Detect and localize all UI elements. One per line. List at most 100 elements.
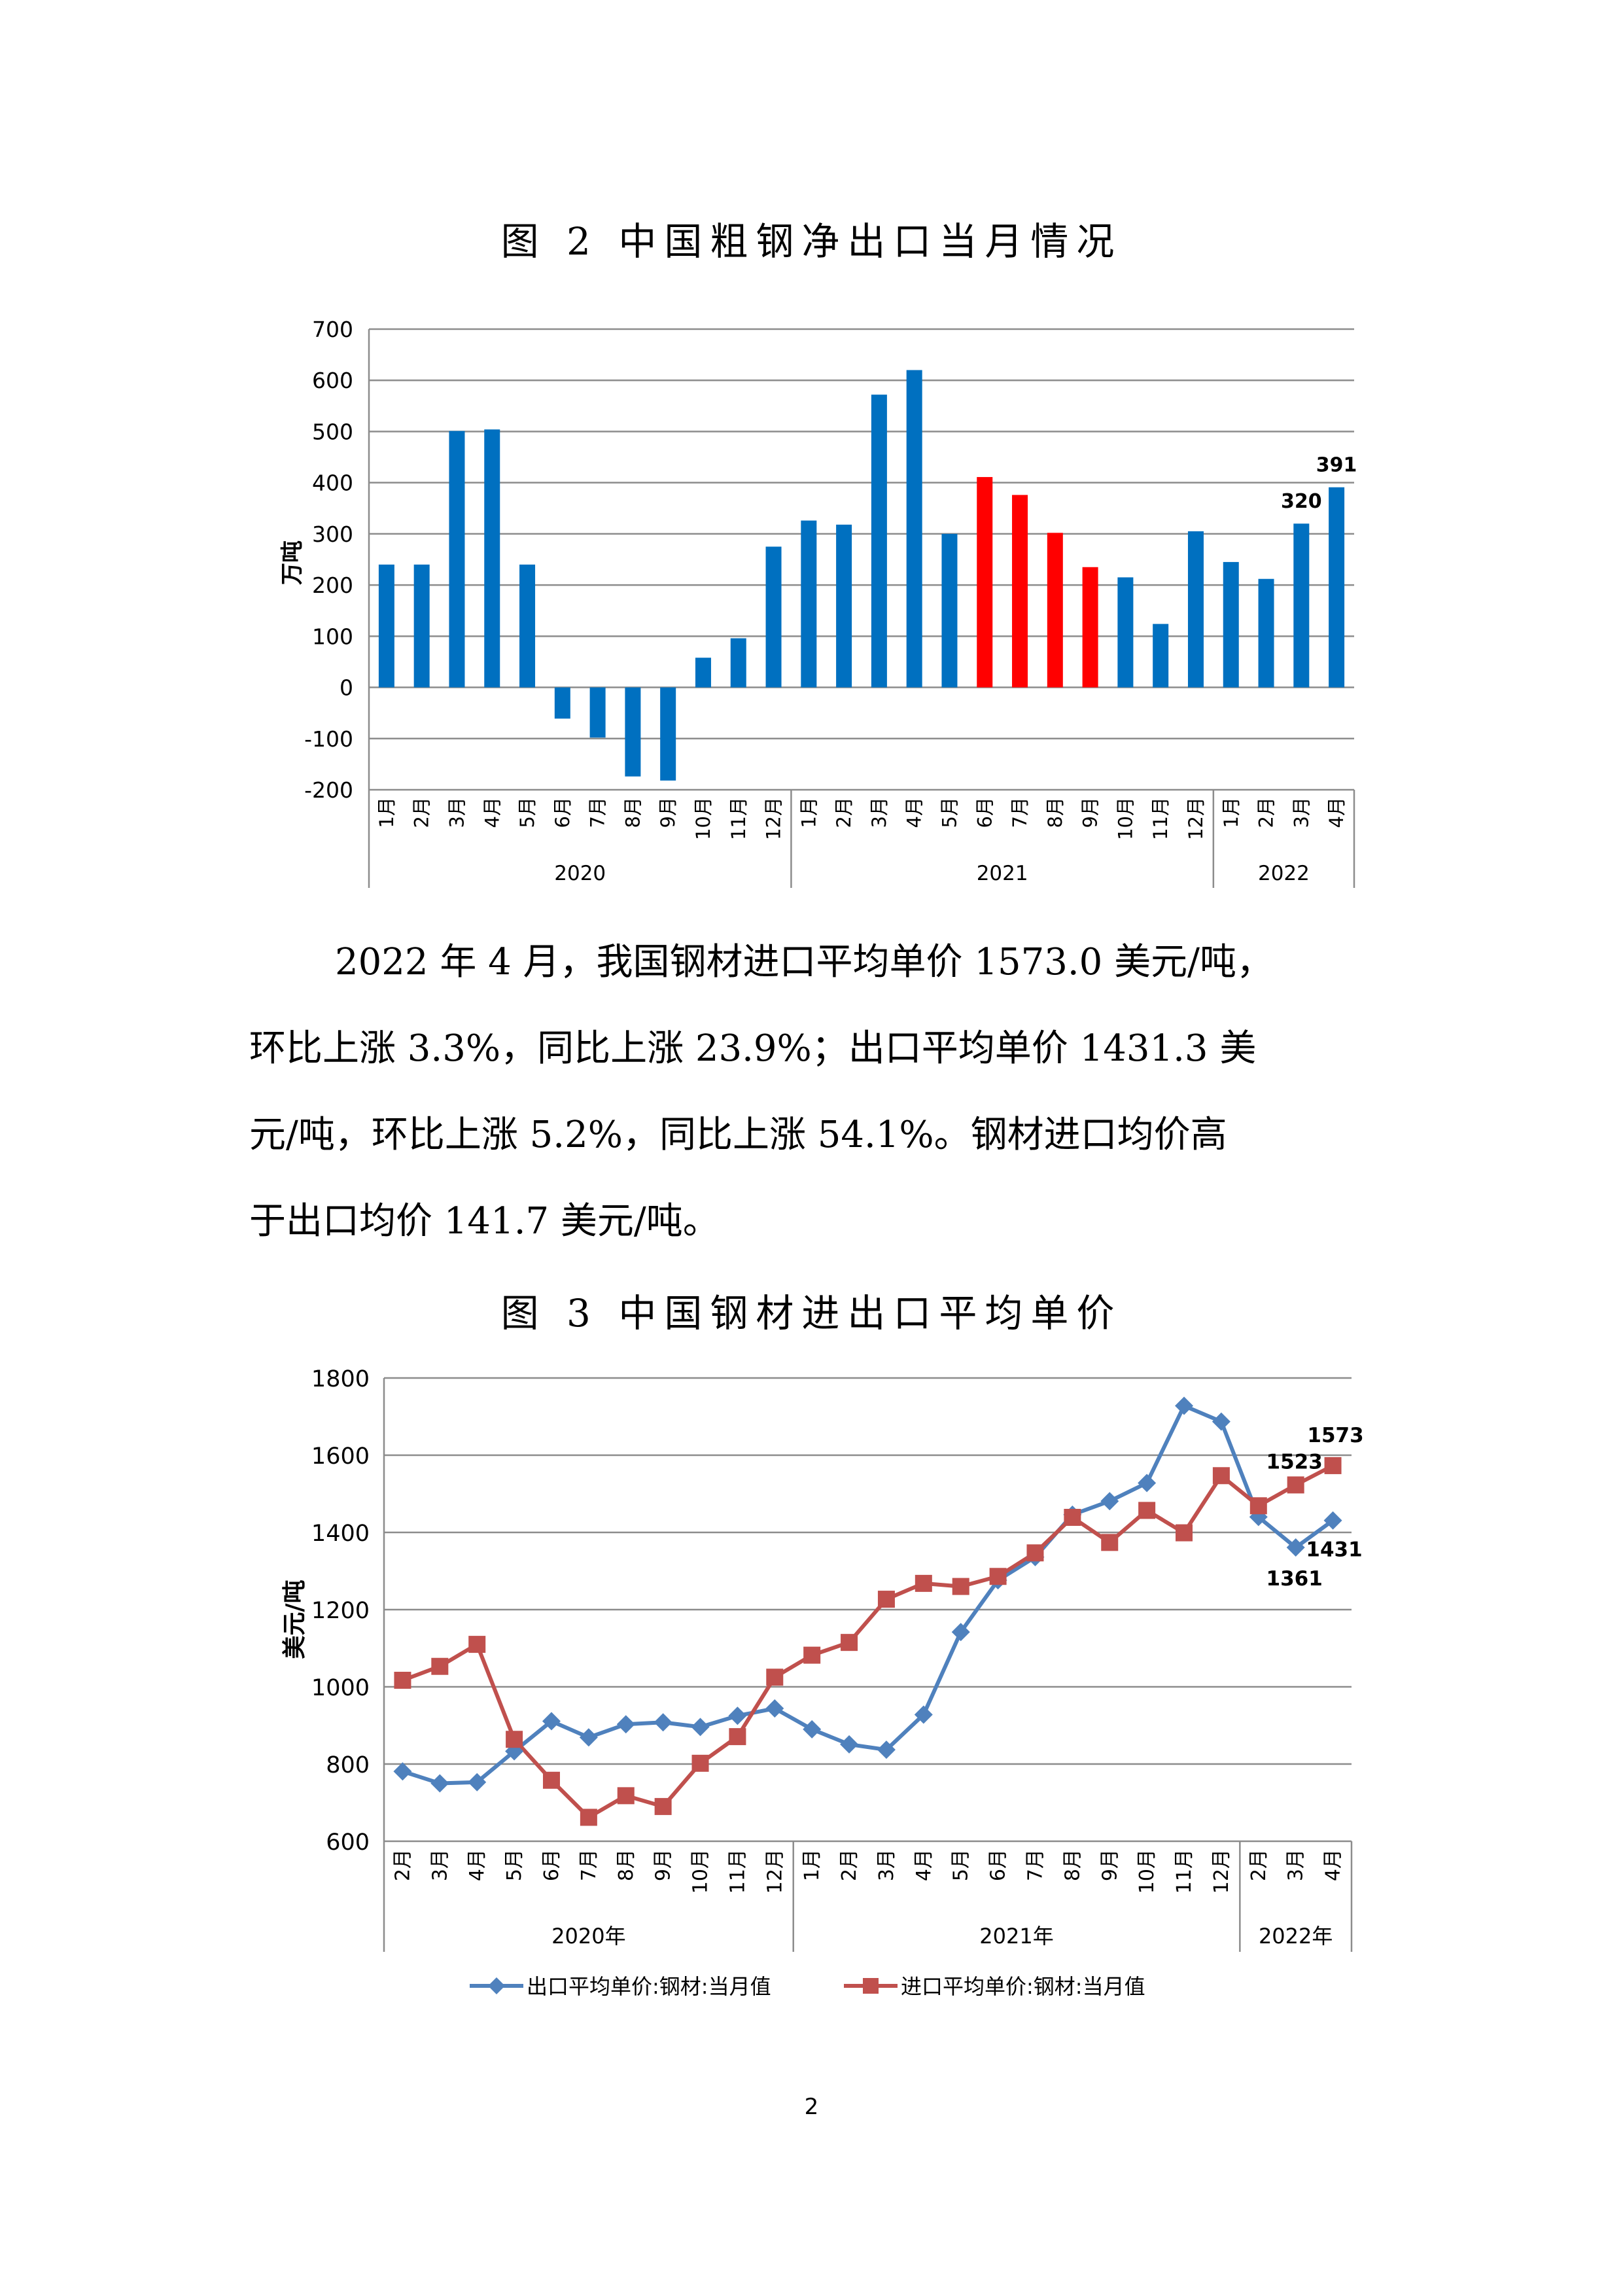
- diamond-marker: [988, 1571, 1007, 1590]
- square-marker: [542, 1771, 560, 1789]
- x-category-label: 1月: [797, 797, 820, 828]
- diamond-marker: [803, 1720, 822, 1739]
- bar: [836, 524, 852, 688]
- x-category-label: 9月: [657, 797, 679, 828]
- x-category-label: 11月: [727, 797, 750, 840]
- bar: [801, 520, 817, 688]
- y-tick-label: 600: [326, 1829, 370, 1856]
- point-data-label: 1523: [1266, 1450, 1323, 1474]
- x-category-label: 5月: [516, 797, 538, 828]
- x-category-label: 4月: [913, 1849, 935, 1881]
- square-marker: [617, 1787, 635, 1805]
- bar: [765, 546, 782, 688]
- bar: [1117, 577, 1134, 688]
- diamond-marker: [1175, 1396, 1194, 1415]
- x-group-label: 2022: [1258, 862, 1310, 885]
- diamond-marker: [1063, 1505, 1082, 1524]
- bar: [871, 395, 887, 688]
- x-group-label: 2020: [554, 862, 606, 885]
- square-marker: [1176, 1524, 1193, 1542]
- x-category-label: 7月: [1024, 1849, 1047, 1881]
- x-category-label: 3月: [875, 1849, 898, 1881]
- square-marker: [877, 1591, 895, 1608]
- y-axis-title: 美元/吨: [281, 1580, 308, 1659]
- x-category-label: 10月: [1136, 1849, 1159, 1894]
- x-category-label: 1月: [801, 1849, 824, 1881]
- diamond-marker: [1323, 1511, 1342, 1530]
- bar: [1047, 533, 1063, 688]
- y-tick-label: -200: [304, 777, 353, 803]
- x-category-label: 10月: [1114, 797, 1136, 840]
- bar: [625, 687, 641, 777]
- x-category-label: 11月: [1149, 797, 1172, 840]
- x-category-label: 9月: [1079, 797, 1102, 828]
- series-line: [402, 1404, 1335, 1786]
- square-marker: [1101, 1534, 1119, 1551]
- diamond-marker: [654, 1713, 672, 1732]
- square-marker: [654, 1797, 672, 1815]
- y-tick-label: 200: [312, 573, 353, 598]
- x-category-label: 7月: [1009, 797, 1031, 828]
- bar-data-label: 320: [1281, 490, 1322, 513]
- diamond-marker: [1026, 1547, 1045, 1566]
- bar: [1082, 567, 1098, 688]
- square-marker: [468, 1636, 486, 1653]
- figure-2-title: 图 2 中国粗钢净出口当月情况: [500, 219, 1123, 264]
- diamond-marker: [616, 1715, 635, 1734]
- x-category-label: 11月: [1173, 1849, 1196, 1894]
- diamond-marker: [840, 1735, 859, 1754]
- x-category-label: 4月: [903, 797, 926, 828]
- y-tick-label: 500: [312, 419, 353, 444]
- square-marker: [952, 1578, 969, 1595]
- paragraph-line-3: 元/吨，环比上涨 5.2%，同比上涨 54.1%。钢材进口均价高: [249, 1114, 1227, 1156]
- x-category-label: 8月: [621, 797, 644, 828]
- bar: [519, 564, 536, 688]
- x-category-label: 4月: [1322, 1849, 1345, 1881]
- x-category-label: 3月: [428, 1849, 451, 1881]
- square-marker: [1026, 1544, 1044, 1562]
- square-marker: [841, 1634, 858, 1651]
- diamond-marker: [468, 1773, 487, 1792]
- legend-label-export: 出口平均单价:钢材:当月值: [527, 1974, 771, 1999]
- bar: [1258, 578, 1274, 688]
- legend-label-import: 进口平均单价:钢材:当月值: [901, 1974, 1145, 1999]
- x-group-label: 2021年: [979, 1924, 1053, 1949]
- bar: [484, 429, 500, 688]
- diamond-marker: [393, 1762, 412, 1781]
- square-marker: [1212, 1467, 1230, 1485]
- x-category-label: 12月: [1185, 797, 1207, 840]
- x-category-label: 3月: [1285, 1849, 1308, 1881]
- x-category-label: 3月: [868, 797, 890, 828]
- y-tick-label: 700: [312, 317, 353, 342]
- x-group-label: 2020年: [551, 1924, 625, 1949]
- x-category-label: 4月: [466, 1849, 489, 1881]
- page-number: 2: [804, 2094, 819, 2120]
- bar: [1293, 523, 1310, 688]
- bar: [1187, 531, 1204, 688]
- square-marker: [506, 1731, 523, 1748]
- x-category-label: 4月: [1325, 797, 1348, 828]
- diamond-marker: [728, 1706, 747, 1725]
- diamond-marker: [1138, 1474, 1157, 1492]
- point-data-label: 1573: [1307, 1424, 1363, 1447]
- bar: [1012, 495, 1028, 688]
- square-marker: [729, 1728, 746, 1746]
- x-category-label: 7月: [587, 797, 609, 828]
- paragraph-line-1: 2022 年 4 月，我国钢材进口平均单价 1573.0 美元/吨，: [335, 941, 1273, 983]
- x-category-label: 12月: [763, 797, 785, 840]
- x-category-label: 6月: [551, 797, 574, 828]
- diamond-marker: [951, 1623, 970, 1642]
- y-tick-label: 800: [326, 1752, 370, 1778]
- bar: [906, 370, 922, 688]
- diamond-marker-icon: [488, 1977, 505, 1994]
- x-category-label: 11月: [726, 1849, 749, 1894]
- x-category-label: 5月: [503, 1849, 526, 1881]
- x-category-label: 5月: [938, 797, 960, 828]
- x-category-label: 8月: [615, 1849, 638, 1881]
- x-category-label: 6月: [987, 1849, 1010, 1881]
- x-category-label: 2月: [1255, 797, 1278, 828]
- diamond-marker: [1286, 1538, 1305, 1557]
- point-data-label: 1361: [1266, 1567, 1323, 1591]
- square-marker: [691, 1754, 709, 1772]
- x-category-label: 3月: [445, 797, 468, 828]
